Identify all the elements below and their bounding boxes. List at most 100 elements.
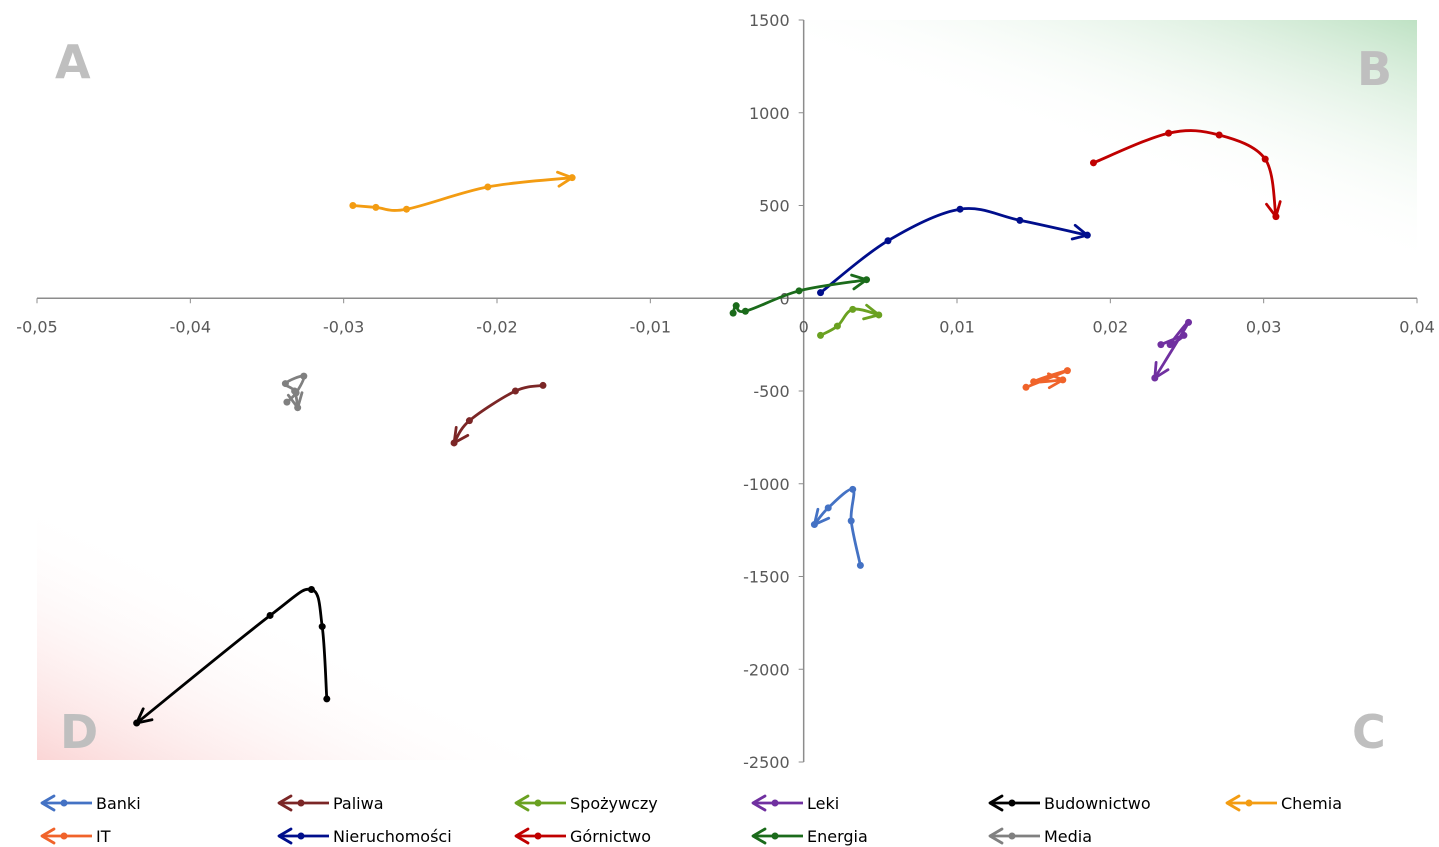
series-line (813, 487, 862, 567)
legend-item-paliwa: Paliwa (277, 794, 384, 813)
data-point (833, 322, 841, 330)
x-tick-label: 0,02 (1093, 317, 1129, 336)
series-nieruchomosci (817, 205, 1091, 297)
legend-swatch-point (1008, 799, 1016, 807)
legend-item-media: Media (988, 827, 1092, 846)
series-line (135, 587, 329, 725)
legend-swatch-point (60, 832, 68, 840)
data-point (1166, 341, 1174, 349)
series-arrowhead (1265, 200, 1282, 218)
series-arrowhead (1047, 372, 1065, 390)
legend-label: Nieruchomości (333, 827, 452, 846)
series-arrowhead (286, 391, 304, 410)
data-point (372, 203, 380, 211)
legend-label: Chemia (1281, 794, 1342, 813)
data-point (729, 309, 737, 317)
data-point (795, 287, 803, 295)
legend-item-banki: Banki (40, 794, 141, 813)
legend-swatch-point (1245, 799, 1253, 807)
data-point (307, 585, 315, 593)
series-budownictwo (133, 585, 331, 727)
series-arrowhead (452, 426, 470, 445)
data-point (1022, 383, 1030, 391)
data-point (847, 517, 855, 525)
legend-swatch-point (771, 799, 779, 807)
data-point (1261, 155, 1269, 163)
series-arrowhead (813, 507, 831, 526)
data-point (539, 381, 547, 389)
y-tick-label: 0 (779, 289, 789, 308)
series-line (819, 307, 881, 337)
data-point (281, 380, 289, 388)
data-point (849, 305, 857, 313)
legend-swatch-point (60, 799, 68, 807)
legend-swatch-arrow (751, 794, 767, 812)
legend-item-leki: Leki (751, 794, 839, 813)
x-tick-label: 0,01 (939, 317, 975, 336)
series-arrowhead (850, 273, 868, 291)
series-banki (810, 485, 864, 569)
quadrant-label-a: A (55, 35, 91, 89)
legend-item-budownictwo: Budownictwo (988, 794, 1151, 813)
legend-label: Paliwa (333, 794, 384, 813)
data-point (1185, 318, 1193, 326)
legend-item-chemia: Chemia (1225, 794, 1342, 813)
y-tick-label: -1000 (743, 475, 790, 494)
x-tick-label: 0 (799, 317, 809, 336)
data-point (300, 372, 308, 380)
quadrant-labels: A B C D (55, 35, 1392, 759)
legend-label: Leki (807, 794, 839, 813)
data-point (349, 202, 357, 209)
legend-swatch-point (771, 832, 779, 840)
quadrant-d-shading (37, 385, 707, 760)
legend-swatch-point (297, 799, 305, 807)
series-media (281, 372, 308, 412)
legend-label: Spożywczy (570, 794, 658, 813)
y-tick-label: -2500 (743, 753, 790, 772)
data-point (1030, 378, 1038, 386)
series-chemia (349, 170, 576, 213)
y-tick-label: 1500 (749, 11, 790, 30)
legend-item-gornictwo: Górnictwo (514, 827, 651, 846)
legend-swatch-arrow (277, 794, 293, 812)
quadrant-label-c: C (1352, 705, 1386, 759)
legend-swatch-arrow (514, 794, 530, 812)
series-it (1022, 367, 1071, 391)
legend-item-nieruchomosci: Nieruchomości (277, 827, 452, 846)
y-tick-label: -500 (753, 382, 789, 401)
data-point (283, 398, 291, 406)
legend-label: Górnictwo (570, 827, 651, 846)
legend-label: Banki (96, 794, 141, 813)
legend-swatch-arrow (40, 794, 56, 812)
data-point (465, 417, 473, 425)
series-arrowhead (1070, 223, 1089, 241)
data-point (1215, 131, 1223, 139)
data-point (291, 387, 299, 395)
series-arrowhead (556, 170, 574, 188)
x-tick-label: -0,04 (170, 317, 211, 336)
data-point (817, 289, 825, 297)
data-point (849, 485, 857, 493)
data-point (323, 695, 331, 703)
data-point (884, 237, 892, 245)
series-spozywczy (817, 303, 883, 339)
x-tick-label: -0,01 (630, 317, 671, 336)
data-point (817, 331, 825, 339)
data-point (1165, 129, 1173, 137)
legend-item-energia: Energia (751, 827, 868, 846)
legend-item-it: IT (40, 827, 111, 846)
legend-swatch-point (534, 832, 542, 840)
data-point (824, 504, 832, 512)
data-point (1063, 367, 1071, 375)
legend-swatch-arrow (751, 827, 767, 845)
data-point (856, 561, 864, 569)
x-tick-label: 0,04 (1399, 317, 1435, 336)
legend-swatch-arrow (1225, 794, 1241, 812)
legend-swatch-arrow (277, 827, 293, 845)
legend-item-spozywczy: Spożywczy (514, 794, 658, 813)
series-layer (133, 129, 1282, 727)
x-tick-label: 0,03 (1246, 317, 1282, 336)
series-energia (729, 273, 871, 317)
series-paliwa (450, 381, 547, 447)
